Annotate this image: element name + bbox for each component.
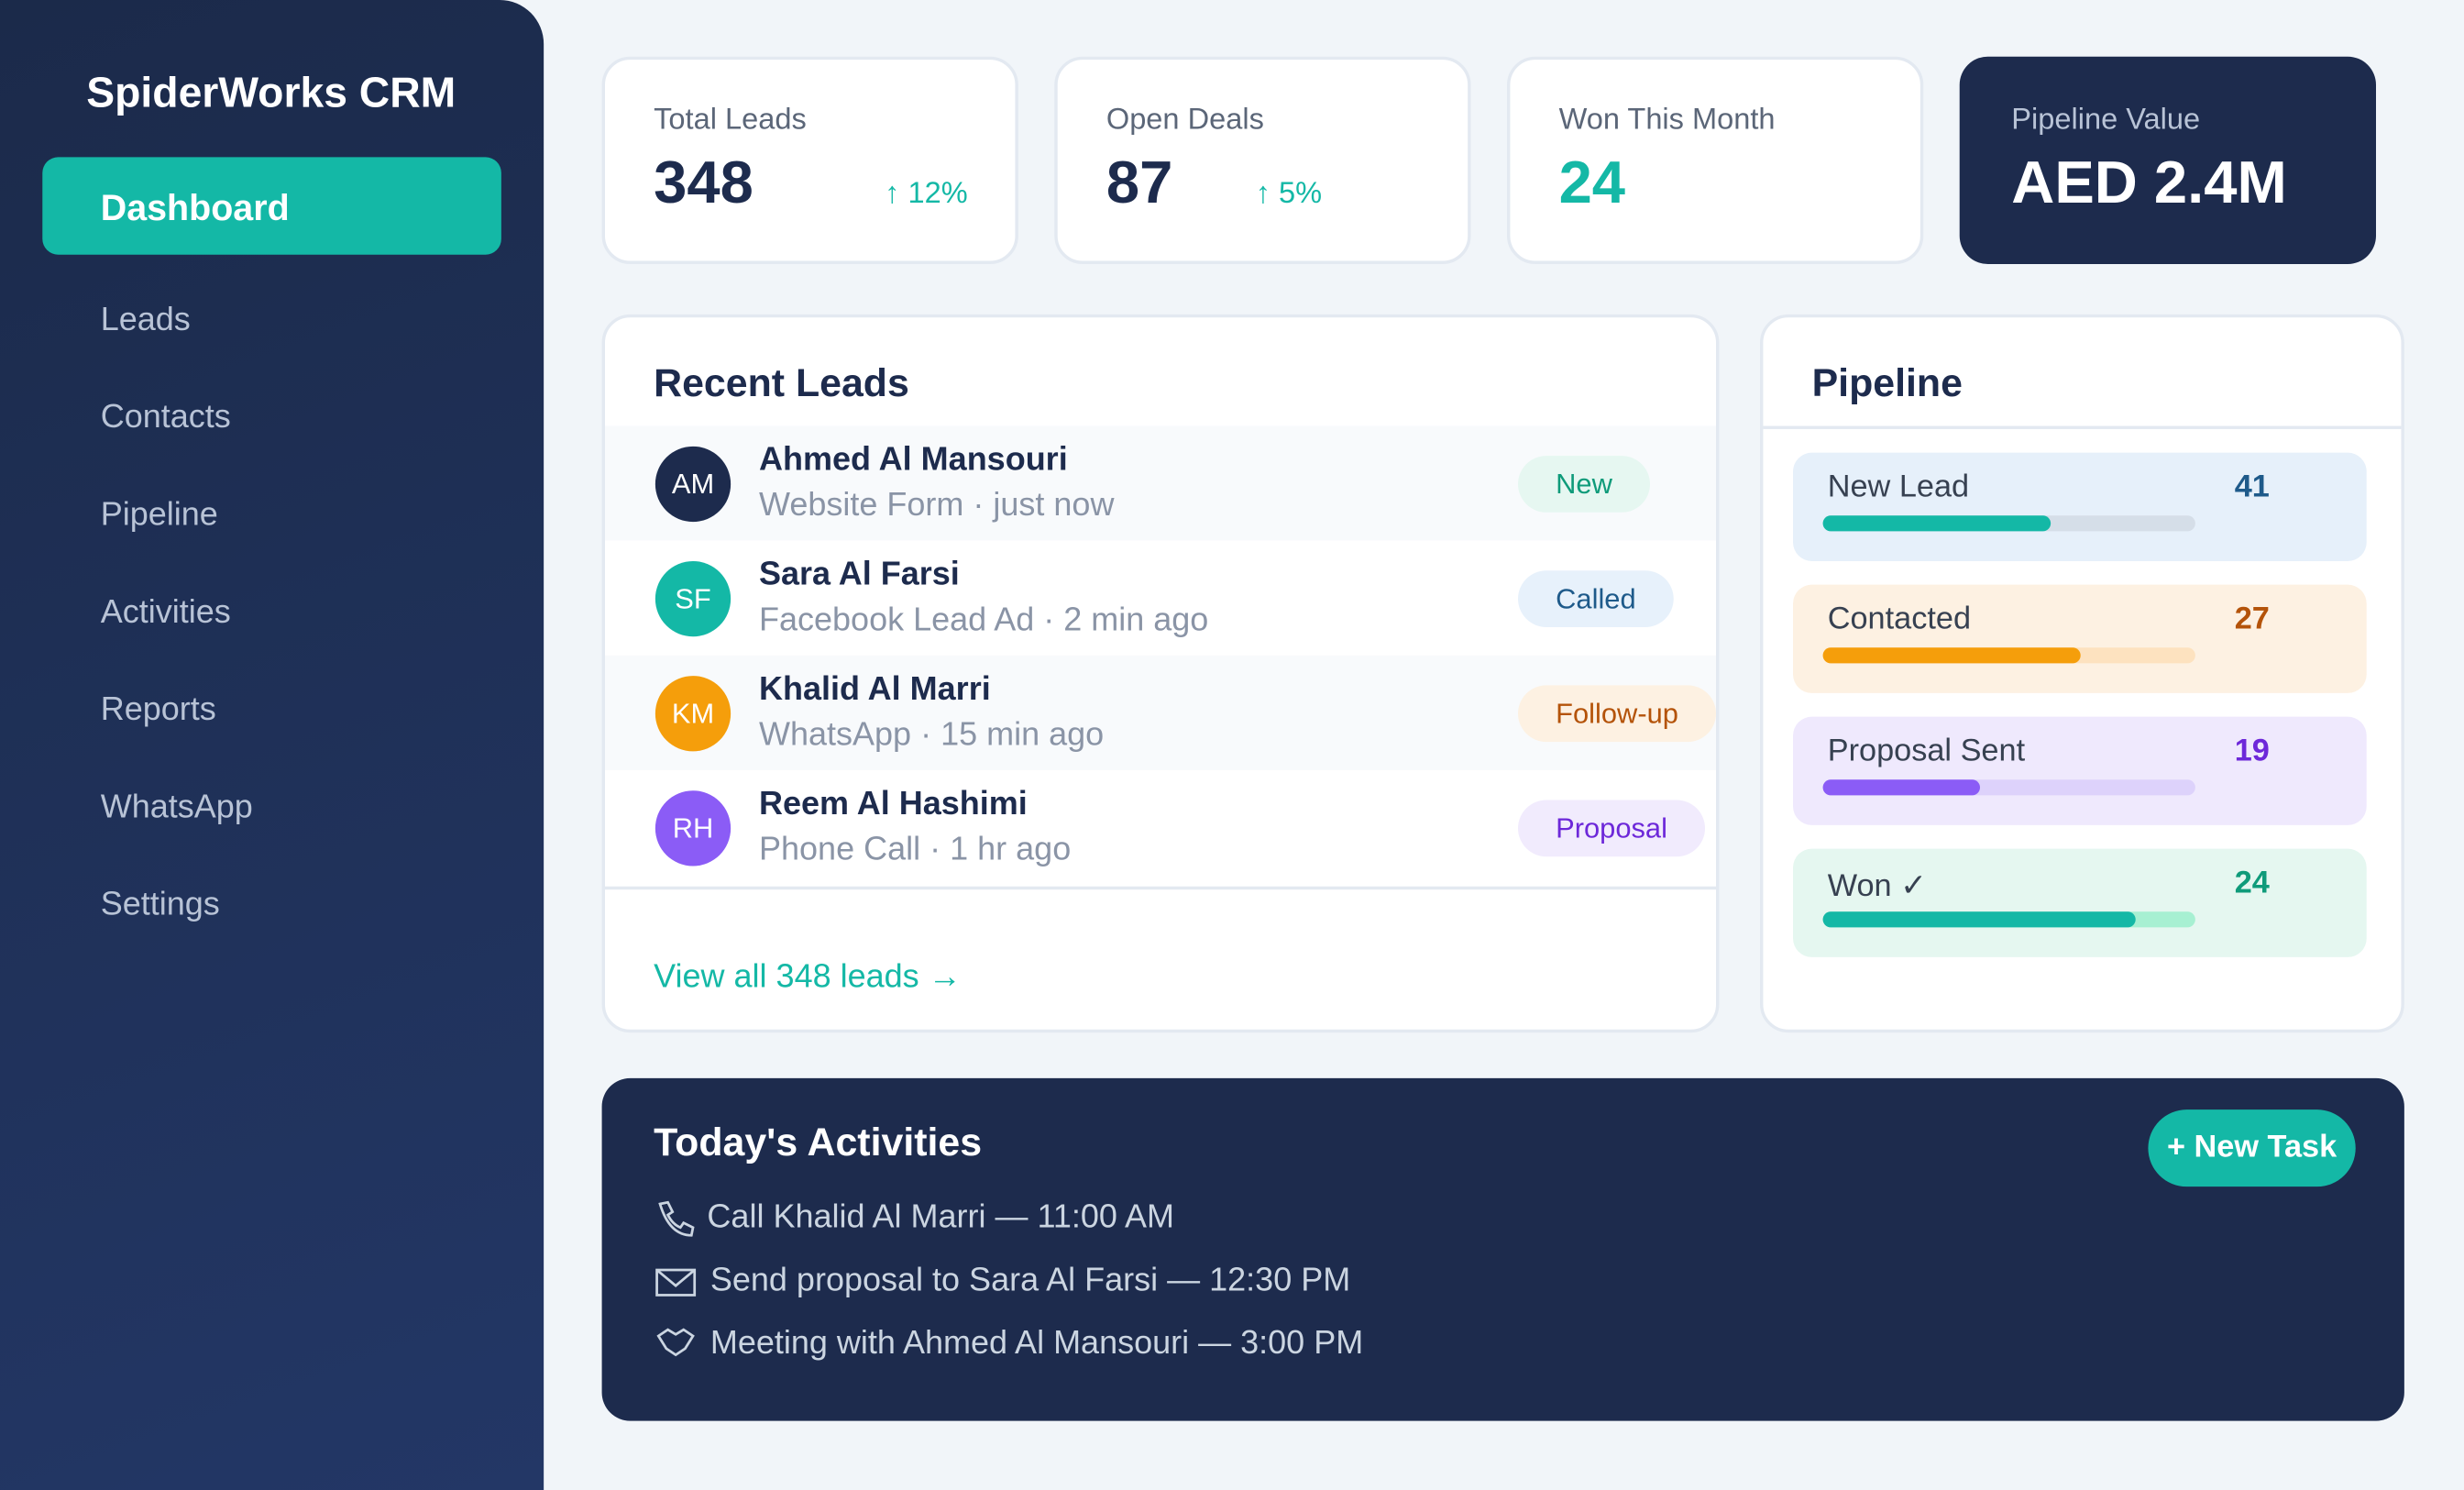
stat-card: Won This Month 24 bbox=[1507, 56, 1924, 264]
activity-item: Meeting with Ahmed Al Mansouri — 3:00 PM bbox=[710, 1325, 1364, 1362]
progress-track bbox=[1822, 779, 2195, 796]
progress-track bbox=[1822, 515, 2195, 532]
status-badge: Proposal bbox=[1518, 800, 1706, 857]
lead-meta: Phone Call · 1 hr ago bbox=[759, 831, 1072, 868]
lead-name: Reem Al Hashimi bbox=[759, 786, 1028, 822]
nav-item[interactable]: Settings bbox=[100, 886, 220, 923]
lead-name: Ahmed Al Mansouri bbox=[759, 441, 1068, 479]
activity-item: Call Khalid Al Marri — 11:00 AM bbox=[707, 1198, 1174, 1236]
lead-name: Sara Al Farsi bbox=[759, 556, 960, 593]
stat-change: ↑ 12% bbox=[885, 177, 968, 211]
stat-value: 87 bbox=[1106, 150, 1173, 217]
progress-bar bbox=[1822, 515, 2051, 532]
lead-meta: Facebook Lead Ad · 2 min ago bbox=[759, 602, 1209, 638]
recent-leads-card: Recent Leads View all 348 leads → AM Ahme… bbox=[601, 314, 1720, 1033]
pipeline-stage[interactable]: New Lead 41 bbox=[1793, 452, 2367, 561]
progress-bar bbox=[1822, 647, 2080, 664]
pipeline-stage[interactable]: Proposal Sent 19 bbox=[1793, 716, 2367, 825]
nav-item[interactable]: Leads bbox=[100, 302, 191, 338]
view-all-link[interactable]: View all 348 leads → bbox=[654, 958, 962, 996]
pipeline-stage[interactable]: Contacted 27 bbox=[1793, 584, 2367, 693]
stage-count: 19 bbox=[2234, 734, 2270, 769]
lead-name: Khalid Al Marri bbox=[759, 670, 991, 708]
divider bbox=[605, 886, 1717, 890]
nav-item-active[interactable]: Dashboard bbox=[42, 157, 501, 255]
brand: SpiderWorks CRM bbox=[86, 69, 456, 116]
stat-value: 348 bbox=[654, 150, 754, 217]
nav-label: Dashboard bbox=[100, 186, 290, 228]
sidebar: SpiderWorks CRM Dashboard Leads Contacts Pi… bbox=[0, 0, 544, 1490]
mail-icon bbox=[655, 1268, 696, 1287]
stage-count: 27 bbox=[2234, 602, 2270, 637]
status-badge: New bbox=[1518, 456, 1651, 513]
stage-count: 41 bbox=[2234, 469, 2270, 505]
stat-card: Pipeline Value AED 2.4M bbox=[1959, 56, 2377, 264]
stat-label: Open Deals bbox=[1106, 104, 1264, 138]
stage-count: 24 bbox=[2234, 866, 2270, 901]
avatar: AM bbox=[654, 446, 732, 523]
mail-icon bbox=[655, 1268, 697, 1297]
lead-row[interactable]: KM Khalid Al Marri WhatsApp · 15 min ago Fo… bbox=[605, 655, 1717, 770]
new-task-button[interactable]: + New Task bbox=[2148, 1109, 2356, 1187]
nav-item[interactable]: Contacts bbox=[100, 399, 231, 436]
progress-bar bbox=[1822, 779, 1980, 796]
nav-item[interactable]: WhatsApp bbox=[100, 789, 253, 825]
stat-label: Total Leads bbox=[654, 104, 807, 138]
avatar: RH bbox=[654, 790, 732, 866]
activity-item: Send proposal to Sara Al Farsi — 12:30 P… bbox=[710, 1262, 1351, 1298]
nav-item[interactable]: Reports bbox=[100, 691, 216, 728]
nav-item[interactable]: Pipeline bbox=[100, 496, 218, 534]
stage-name: Proposal Sent bbox=[1827, 734, 2026, 769]
stage-name: New Lead bbox=[1827, 469, 1970, 505]
stage-name: Won ✓ bbox=[1827, 868, 1927, 904]
status-badge: Called bbox=[1518, 570, 1674, 627]
stat-label: Pipeline Value bbox=[2011, 104, 2201, 138]
stat-value: 24 bbox=[1558, 150, 1626, 217]
nav-item[interactable]: Activities bbox=[100, 593, 231, 631]
card-title: Today's Activities bbox=[654, 1120, 983, 1165]
activities-card: Today's Activities + New Task Call Khali… bbox=[601, 1077, 2404, 1421]
status-badge: Follow-up bbox=[1518, 685, 1717, 743]
lead-meta: Website Form · just now bbox=[759, 487, 1115, 524]
progress-track bbox=[1822, 911, 2195, 928]
stat-change: ↑ 5% bbox=[1255, 177, 1323, 211]
avatar: KM bbox=[654, 676, 732, 752]
stat-value: AED 2.4M bbox=[2011, 150, 2287, 217]
lead-row[interactable]: RH Reem Al Hashimi Phone Call · 1 hr ago Pr… bbox=[605, 769, 1717, 886]
pipeline-card: Pipeline New Lead 41 Contacted 27 Proposal S… bbox=[1760, 314, 2404, 1033]
stat-card: Open Deals 87 ↑ 5% bbox=[1054, 56, 1471, 264]
stat-card: Total Leads 348 ↑ 12% bbox=[601, 56, 1018, 264]
phone-icon bbox=[658, 1200, 695, 1237]
divider bbox=[1763, 425, 2402, 429]
lead-row[interactable]: AM Ahmed Al Mansouri Website Form · just n… bbox=[605, 425, 1717, 541]
lead-meta: WhatsApp · 15 min ago bbox=[759, 716, 1105, 754]
progress-track bbox=[1822, 647, 2195, 664]
card-title: Pipeline bbox=[1811, 361, 1963, 406]
lead-row[interactable]: SF Sara Al Farsi Facebook Lead Ad · 2 min … bbox=[605, 540, 1717, 656]
pipeline-stage[interactable]: Won ✓ 24 bbox=[1793, 848, 2367, 957]
avatar: SF bbox=[654, 560, 732, 637]
activity-icons bbox=[655, 1200, 697, 1357]
progress-bar bbox=[1822, 911, 2136, 928]
stat-label: Won This Month bbox=[1558, 104, 1776, 138]
card-title: Recent Leads bbox=[654, 361, 909, 406]
handshake-icon bbox=[656, 1328, 695, 1357]
stage-name: Contacted bbox=[1827, 602, 1972, 637]
